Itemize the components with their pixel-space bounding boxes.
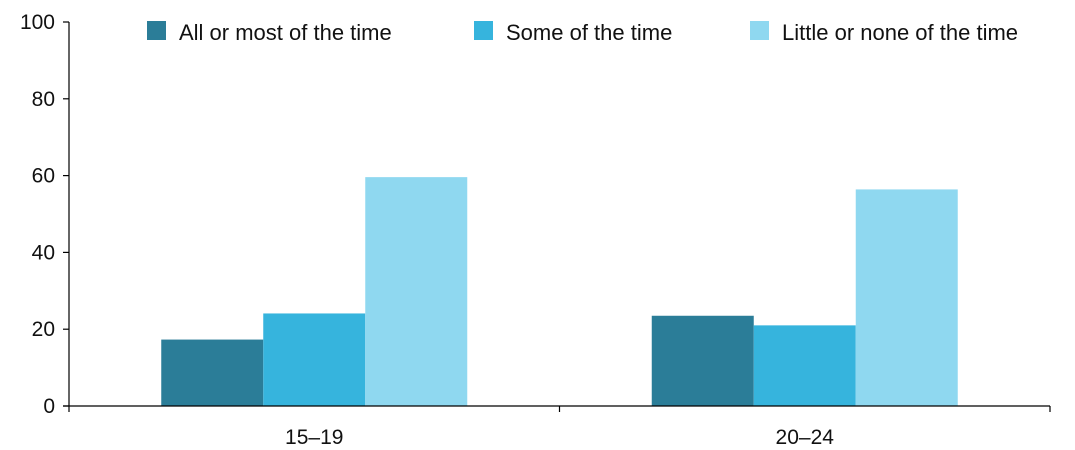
y-tick-label: 60 <box>32 165 55 188</box>
bar-3-2 <box>855 189 958 406</box>
y-tick-label: 0 <box>43 395 55 418</box>
legend-label: Little or none of the time <box>782 20 1018 45</box>
y-tick-label: 20 <box>32 318 55 341</box>
legend-swatch <box>750 21 769 40</box>
y-tick-label: 40 <box>32 241 55 264</box>
bars-group <box>161 177 958 406</box>
y-tick-label: 100 <box>20 11 55 34</box>
bar-3-1 <box>365 177 468 406</box>
bar-2-2 <box>753 325 856 406</box>
bar-2-1 <box>263 313 366 406</box>
bar-1-2 <box>651 315 754 406</box>
legend-swatch <box>147 21 166 40</box>
legend-label: Some of the time <box>506 20 672 45</box>
legend: All or most of the time Some of the time L… <box>147 20 1018 45</box>
y-tick-label: 80 <box>32 88 55 111</box>
y-axis: 0 20 40 60 80 100 <box>20 11 70 418</box>
bar-1-1 <box>161 339 264 406</box>
x-category-label: 20–24 <box>776 426 835 449</box>
legend-swatch <box>474 21 493 40</box>
legend-label: All or most of the time <box>179 20 392 45</box>
x-category-label: 15–19 <box>285 426 343 449</box>
x-axis: 15–19 20–24 <box>63 405 1051 449</box>
